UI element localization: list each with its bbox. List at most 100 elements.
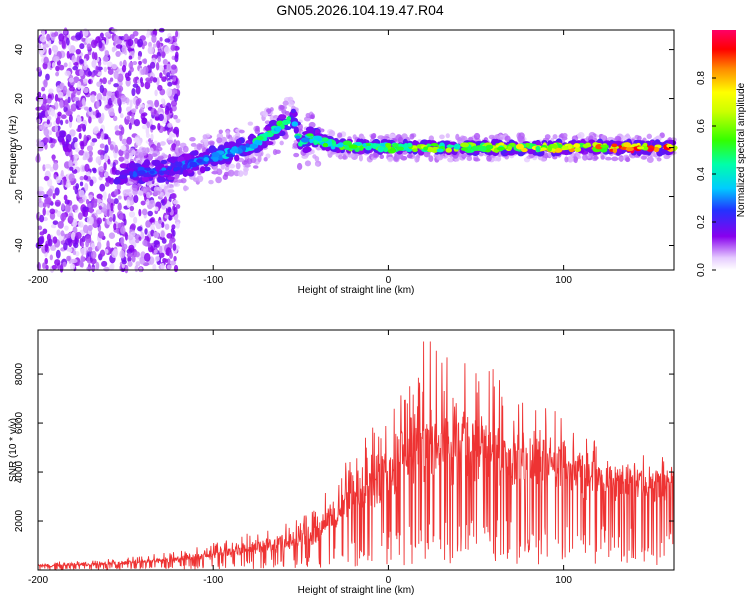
spectrogram-halo-blob	[409, 133, 415, 140]
spectrogram-core-blob	[203, 157, 210, 162]
spectrogram-noise-blob	[42, 202, 47, 208]
spectrogram-noise-blob	[37, 186, 44, 192]
spectrogram-noise-blob	[156, 142, 161, 148]
spectrogram-halo-blob	[423, 151, 431, 158]
spectrogram-core-blob	[365, 145, 372, 151]
spectrogram-halo-blob	[282, 100, 289, 106]
spectrogram-noise-blob	[154, 99, 160, 108]
spectrogram-noise-blob	[101, 260, 108, 267]
snr-panel: -200 -100 0 100 2000 4000 6000 8000 Height of …	[8, 329, 675, 596]
spectrogram-core-blob	[612, 147, 618, 154]
spectrogram-noise-blob	[79, 58, 84, 65]
spectrogram-halo-blob	[461, 153, 467, 158]
spectrogram-core-blob	[128, 171, 134, 176]
spectrogram-noise-blob	[109, 144, 114, 151]
spectrogram-noise-blob	[103, 266, 110, 272]
spectrogram-halo-blob	[224, 166, 230, 171]
spectrogram-halo-blob	[228, 163, 236, 169]
spectrogram-noise-blob	[54, 93, 59, 102]
spectrogram-halo-blob	[493, 156, 499, 162]
spectrogram-noise-blob	[140, 231, 145, 239]
spectrogram-noise-blob	[169, 251, 173, 259]
spectrogram-core-blob	[294, 135, 301, 139]
spectrogram-core-blob	[446, 144, 455, 148]
spectrogram-noise-blob	[88, 106, 92, 112]
spectrogram-noise-blob	[83, 134, 87, 143]
spectrogram-noise-blob	[152, 77, 158, 83]
spectrogram-noise-blob	[49, 211, 56, 220]
spectrogram-noise-blob	[113, 70, 119, 80]
spectrogram-noise-blob	[51, 44, 59, 53]
snr-x-tick-label: 100	[555, 575, 572, 586]
spectrogram-halo-blob	[175, 140, 181, 147]
snr-y-ticks: 2000 4000 6000 8000	[14, 363, 674, 532]
spectrogram-halo-blob	[167, 189, 175, 193]
spectrogram-noise-blob	[111, 63, 118, 70]
spectrogram-halo-blob	[640, 155, 648, 160]
spectrogram-noise-blob	[78, 149, 85, 156]
colorbar-gradient	[712, 30, 736, 270]
spectrogram-halo-blob	[223, 171, 230, 177]
spectrogram-halo-blob	[238, 129, 245, 134]
spectrogram-core-blob	[211, 151, 220, 158]
spectrogram-noise-blob	[133, 251, 140, 258]
spectrogram-noise-blob	[154, 206, 159, 212]
spectrogram-noise-blob	[116, 39, 123, 45]
spectrogram-noise-blob	[54, 259, 61, 266]
spectrogram-noise-blob	[49, 254, 53, 261]
spectrogram-noise-blob	[160, 230, 165, 238]
spectrogram-noise-blob	[71, 204, 78, 211]
spectrogram-ridge-blob	[118, 174, 128, 180]
spectrogram-ridge-blob	[235, 138, 242, 147]
spectrogram-noise-blob	[138, 60, 142, 66]
spectrogram-noise-blob	[121, 64, 127, 73]
spectrogram-core-blob	[234, 148, 239, 154]
spectrogram-noise-blob	[137, 55, 141, 61]
spectrogram-halo-blob	[567, 155, 574, 163]
spectrogram-noise-blob	[90, 114, 97, 120]
spectrogram-noise-blob	[66, 143, 72, 153]
spectrogram-noise-blob	[114, 169, 121, 176]
spectrogram-noise-blob	[68, 61, 72, 71]
spectrogram-noise-blob	[172, 243, 177, 251]
spectrogram-noise-blob	[170, 64, 177, 70]
spectrogram-ridge-blob	[183, 153, 192, 161]
spectrogram-ridge-blob	[293, 126, 299, 134]
spectrogram-noise-blob	[85, 37, 92, 44]
spectrogram-core-blob	[426, 146, 435, 153]
spectrogram-halo-blob	[182, 145, 189, 153]
spectrogram-noise-blob	[176, 84, 180, 90]
spectrogram-halo-blob	[552, 134, 558, 140]
spectrogram-ridge-blob	[290, 108, 296, 114]
spectrogram-noise-blob	[45, 196, 52, 204]
spectrogram-noise-blob	[147, 210, 153, 217]
colorbar-tick-label: 0.4	[696, 167, 707, 181]
spectrogram-halo-blob	[625, 133, 630, 140]
spectrogram-halo-blob	[218, 129, 223, 134]
spectrogram-noise-blob	[171, 224, 176, 230]
spectrogram-noise-blob	[63, 106, 68, 113]
spectrogram-halo-blob	[225, 130, 231, 136]
spectrogram-noise-blob	[43, 79, 48, 88]
spectrogram-noise-blob	[135, 85, 141, 95]
spectrogram-halo-blob	[387, 156, 393, 163]
spectrogram-core-blob	[485, 144, 494, 150]
spectrogram-noise-blob	[162, 58, 168, 66]
spectrogram-y-tick-label: -20	[14, 189, 25, 204]
spectrogram-halo-blob	[124, 189, 131, 193]
spectrogram-halo-blob	[544, 134, 551, 140]
spectrogram-noise-blob	[111, 94, 115, 102]
spectrogram-halo-blob	[183, 185, 189, 191]
spectrogram-noise-blob	[90, 141, 95, 147]
spectrogram-noise-blob	[75, 48, 82, 55]
spectrogram-halo-blob	[611, 156, 619, 162]
spectrogram-core-blob	[540, 147, 547, 151]
spectrogram-halo-blob	[237, 170, 244, 177]
spectrogram-noise-blob	[158, 113, 164, 122]
spectrogram-core-blob	[547, 145, 553, 152]
spectrogram-noise-blob	[158, 245, 163, 254]
spectrogram-core-blob	[182, 164, 188, 170]
spectrogram-noise-blob	[42, 207, 46, 216]
spectrogram-ridge-blob	[166, 157, 176, 163]
